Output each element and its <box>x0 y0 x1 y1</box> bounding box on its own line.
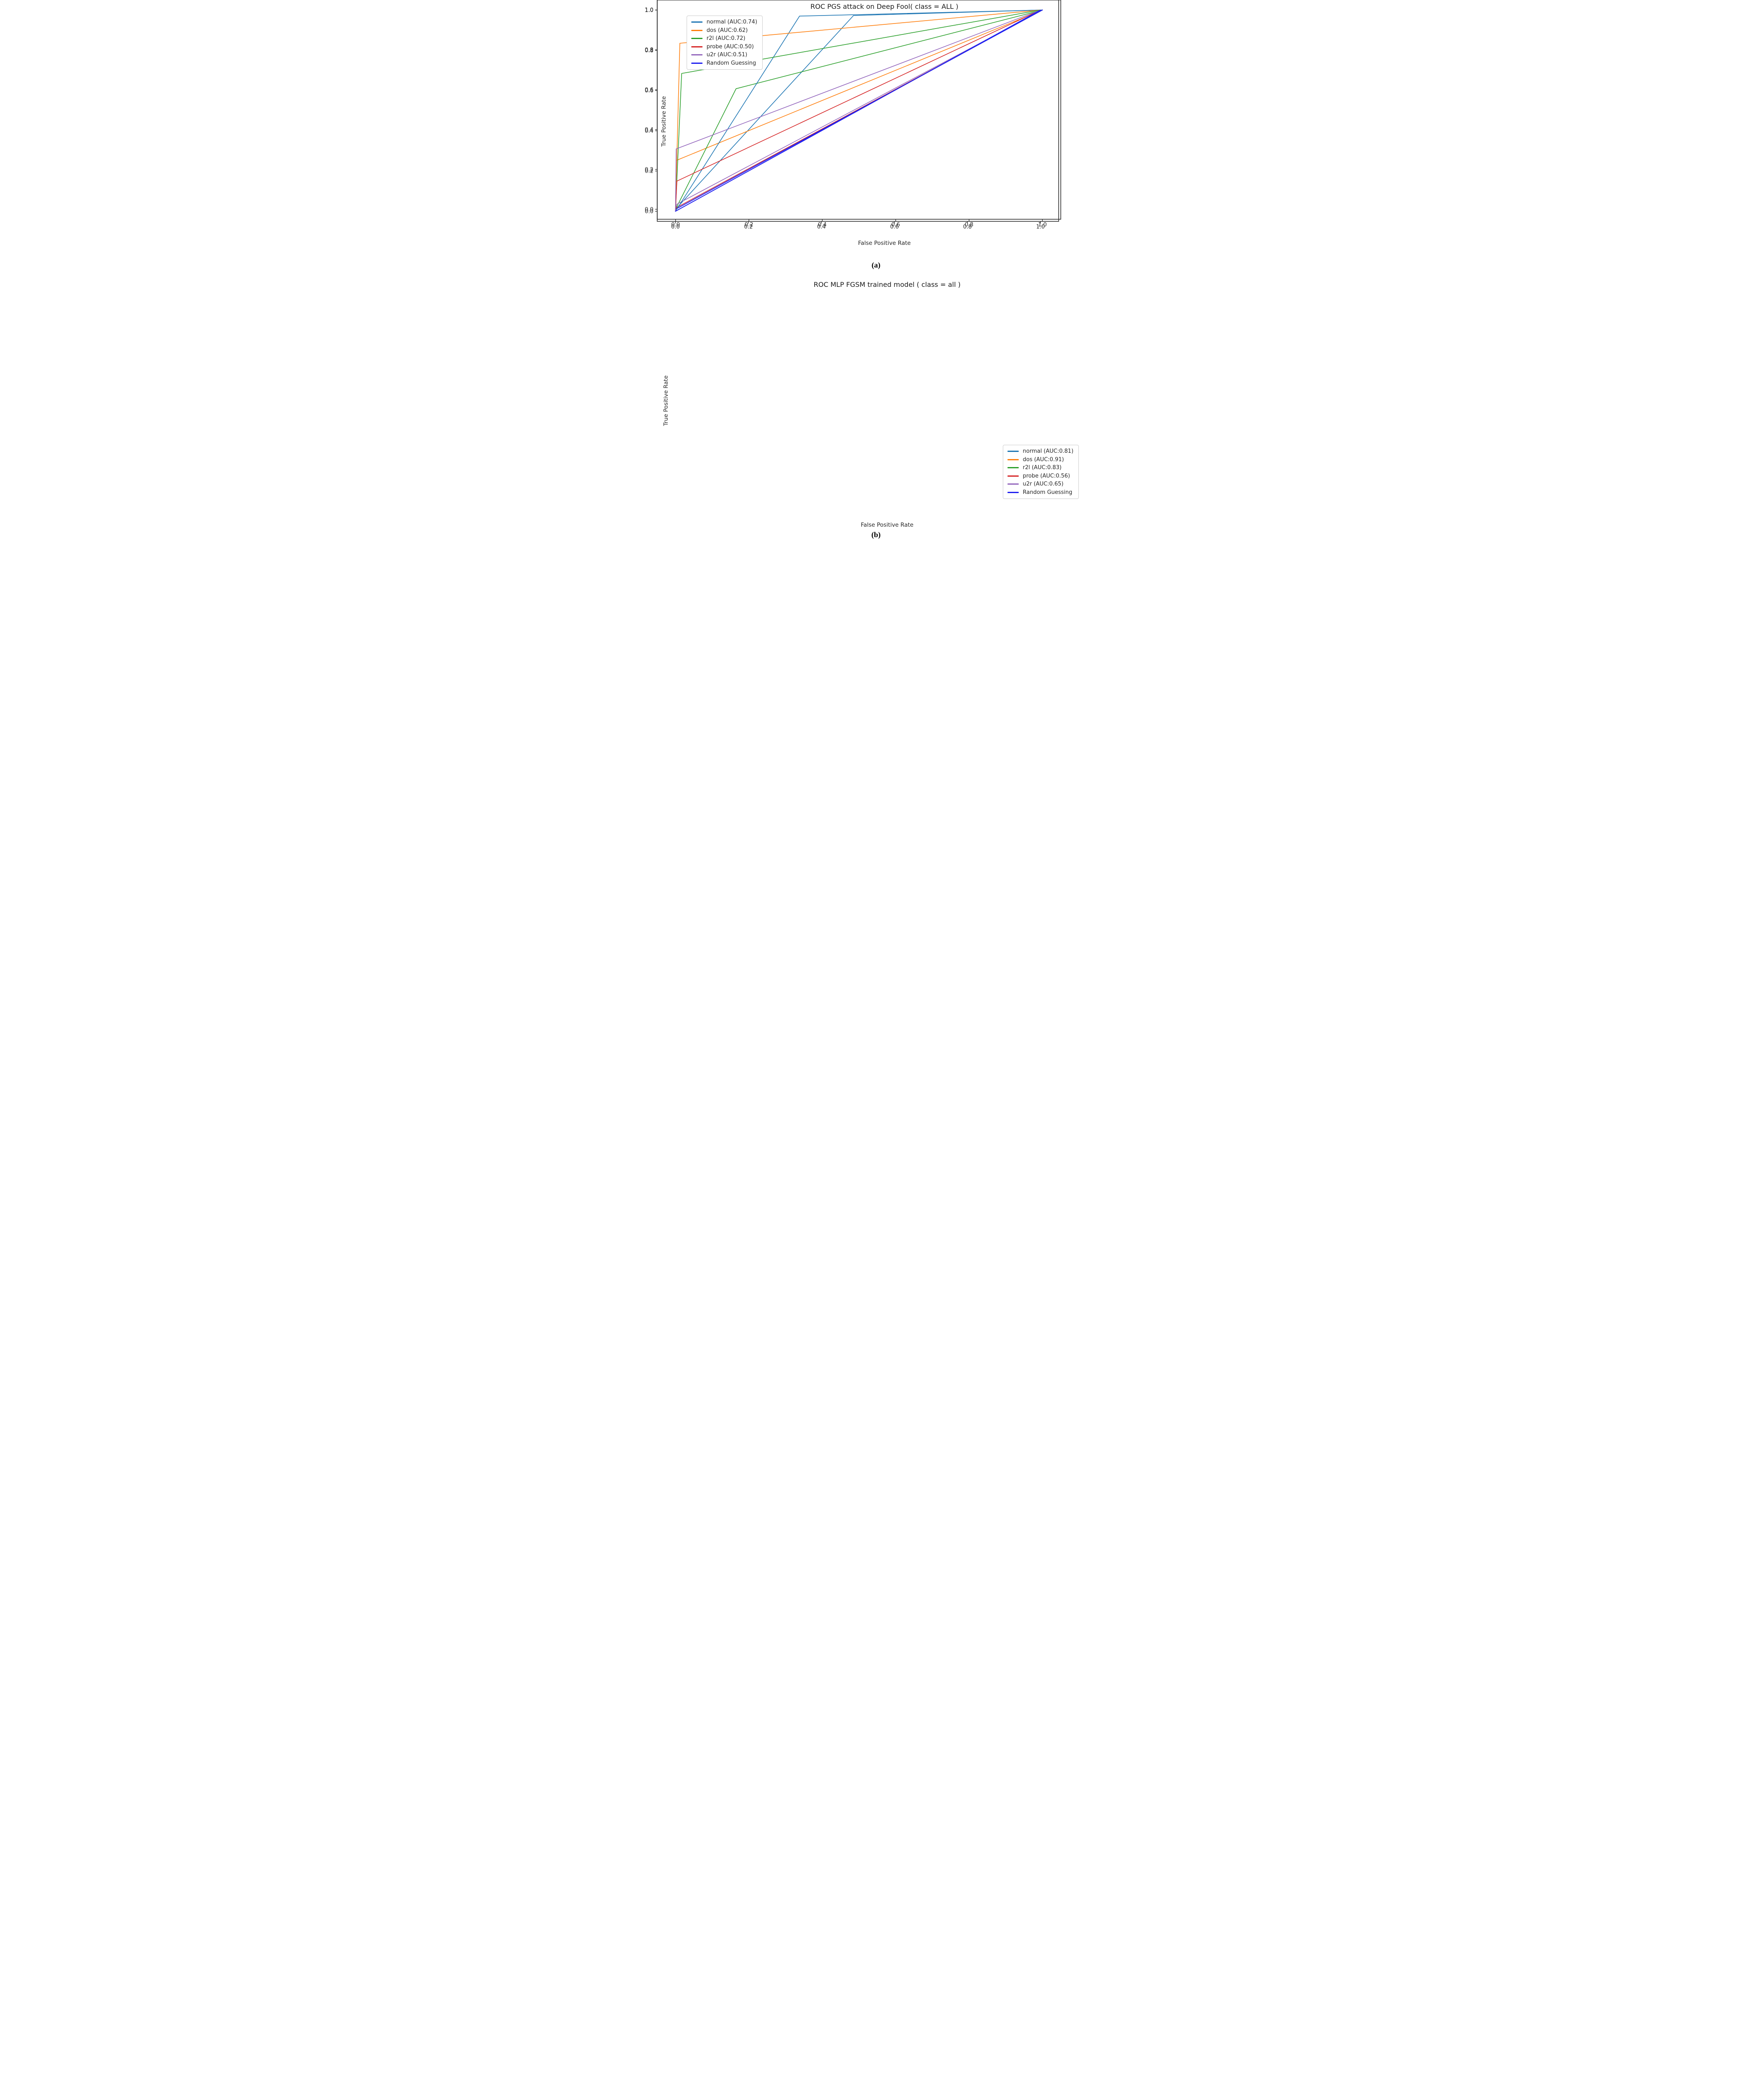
svg-text:0.2: 0.2 <box>745 222 753 228</box>
legend-label: u2r (AUC:0.51) <box>706 52 747 58</box>
svg-text:0.8: 0.8 <box>963 224 972 230</box>
chart-b-y-axis-label: True Positive Rate <box>662 375 669 426</box>
svg-text:0.0: 0.0 <box>645 207 653 213</box>
svg-text:0.2: 0.2 <box>645 168 653 175</box>
legend-item-probe: probe (AUC:0.56) <box>1007 473 1074 479</box>
legend-item-normal: normal (AUC:0.81) <box>1007 448 1074 454</box>
svg-text:0.0: 0.0 <box>671 224 680 230</box>
chart-a-title: ROC PGS attack on Deep Fool( class = ALL… <box>810 3 959 10</box>
legend-item-dos: dos (AUC:0.62) <box>691 27 758 34</box>
chart-b-plot-area: 0.0 0.2 0.4 0.6 0.8 1.0 0.0 0.2 0.4 0.6 0.8 1.0 <box>645 0 1059 230</box>
random-guessing-line-swatch <box>691 62 703 64</box>
figure-page: ROC PGS attack on Deep Fool( class = ALL… <box>645 0 1095 541</box>
chart-a-legend: normal (AUC:0.74) dos (AUC:0.62) r2l (AU… <box>686 16 763 70</box>
legend-label: probe (AUC:0.50) <box>706 43 754 50</box>
legend-label: r2l (AUC:0.83) <box>1023 465 1062 471</box>
svg-text:0.8: 0.8 <box>965 222 973 228</box>
r2l-line-swatch <box>1007 467 1019 468</box>
svg-text:0.2: 0.2 <box>645 167 653 173</box>
random-guessing-line-swatch <box>1007 491 1019 493</box>
svg-text:0.2: 0.2 <box>744 224 753 230</box>
chart-b-title: ROC MLP FGSM trained model ( class = all… <box>813 281 961 289</box>
caption-b: (b) <box>871 530 881 539</box>
legend-label: u2r (AUC:0.65) <box>1023 481 1064 487</box>
legend-item-dos: dos (AUC:0.91) <box>1007 457 1074 463</box>
svg-text:1.0: 1.0 <box>645 7 653 13</box>
legend-item-u2r: u2r (AUC:0.51) <box>691 52 758 58</box>
svg-text:0.0: 0.0 <box>671 222 680 228</box>
chart-a-x-axis-label: False Positive Rate <box>858 240 911 247</box>
svg-text:0.6: 0.6 <box>891 222 900 228</box>
legend-label: normal (AUC:0.81) <box>1023 448 1074 454</box>
legend-item-random-guessing: Random Guessing <box>1007 489 1074 496</box>
legend-label: Random Guessing <box>706 60 756 66</box>
legend-label: r2l (AUC:0.72) <box>706 35 745 42</box>
legend-label: probe (AUC:0.56) <box>1023 472 1070 479</box>
legend-item-random-guessing: Random Guessing <box>691 60 758 66</box>
svg-text:0.6: 0.6 <box>645 88 653 94</box>
legend-label: normal (AUC:0.74) <box>706 19 758 25</box>
svg-text:0.6: 0.6 <box>890 224 899 230</box>
caption-a: (a) <box>871 261 881 269</box>
legend-item-r2l: r2l (AUC:0.72) <box>691 35 758 42</box>
dos-line-swatch <box>1007 459 1019 460</box>
probe-line-swatch <box>1007 475 1019 477</box>
legend-item-r2l: r2l (AUC:0.83) <box>1007 465 1074 471</box>
legend-label: dos (AUC:0.91) <box>1023 456 1064 463</box>
svg-text:1.0: 1.0 <box>1036 224 1045 230</box>
chart-b-legend: normal (AUC:0.81) dos (AUC:0.91) r2l (AU… <box>1002 445 1079 499</box>
chart-b-x-axis-label: False Positive Rate <box>860 522 914 528</box>
u2r-line-swatch <box>1007 483 1019 485</box>
r2l-line-swatch <box>691 38 703 39</box>
svg-text:0.4: 0.4 <box>817 224 826 230</box>
svg-text:0.0: 0.0 <box>645 209 653 215</box>
svg-text:0.8: 0.8 <box>645 47 653 54</box>
svg-text:0.4: 0.4 <box>818 222 826 228</box>
normal-line-swatch <box>1007 451 1019 452</box>
normal-line-swatch <box>691 21 703 23</box>
u2r-line-swatch <box>691 54 703 55</box>
legend-item-u2r: u2r (AUC:0.65) <box>1007 481 1074 487</box>
legend-label: dos (AUC:0.62) <box>706 27 748 34</box>
svg-text:0.4: 0.4 <box>645 127 653 133</box>
legend-item-normal: normal (AUC:0.74) <box>691 19 758 25</box>
legend-item-probe: probe (AUC:0.50) <box>691 44 758 50</box>
legend-label: Random Guessing <box>1023 489 1073 496</box>
svg-text:0.4: 0.4 <box>645 128 653 134</box>
svg-text:1.0: 1.0 <box>645 7 653 13</box>
svg-text:0.6: 0.6 <box>645 87 653 93</box>
dos-line-swatch <box>691 29 703 31</box>
probe-line-swatch <box>691 46 703 47</box>
svg-text:0.8: 0.8 <box>645 47 653 53</box>
